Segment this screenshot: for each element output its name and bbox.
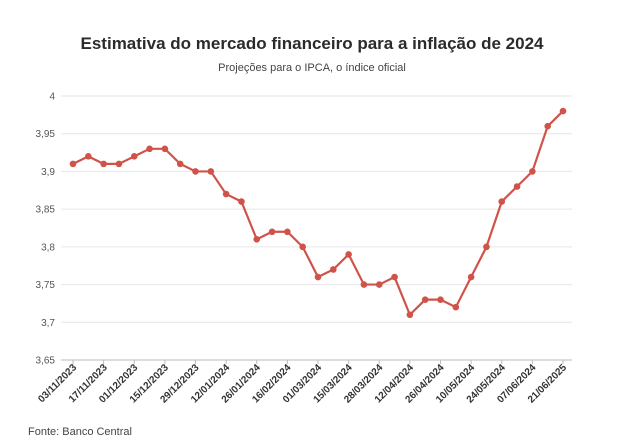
y-tick-label: 3,75	[36, 280, 56, 291]
data-point	[192, 168, 199, 175]
data-point	[391, 273, 398, 281]
data-point	[299, 243, 306, 251]
data-point	[69, 160, 77, 168]
grid-lines	[61, 95, 572, 361]
data-point	[330, 266, 337, 273]
data-point	[238, 198, 245, 205]
y-axis: 3,65 3,7 3,75 3,8 3,85 3,9 3,95 4	[36, 92, 56, 367]
source-note: Fonte: Banco Central	[28, 426, 132, 438]
data-point	[130, 153, 138, 160]
data-point	[559, 107, 567, 115]
data-point	[498, 198, 506, 205]
data-points	[69, 107, 567, 319]
data-point	[268, 228, 276, 236]
data-point	[345, 251, 352, 258]
data-point	[85, 153, 92, 160]
chart-subtitle: Projeções para o IPCA, o índice oficial	[218, 62, 406, 74]
data-point	[437, 296, 444, 303]
y-tick-label: 3,85	[36, 205, 56, 216]
y-tick-label: 4	[49, 92, 55, 103]
x-axis: 03/11/202317/11/202301/12/202315/12/2023…	[36, 360, 569, 406]
data-point	[360, 281, 368, 288]
data-point	[115, 160, 123, 168]
data-point	[406, 311, 414, 319]
data-point	[222, 190, 230, 198]
data-point	[100, 160, 107, 168]
y-tick-label: 3,8	[41, 242, 55, 253]
data-point	[314, 273, 322, 281]
y-tick-label: 3,9	[41, 167, 55, 178]
data-point	[529, 168, 536, 175]
data-point	[483, 243, 490, 251]
y-tick-label: 3,95	[36, 129, 56, 140]
data-point	[146, 145, 153, 153]
data-point	[421, 296, 429, 303]
data-point	[513, 183, 521, 190]
y-tick-label: 3,65	[36, 356, 56, 367]
data-point	[207, 168, 215, 175]
data-point	[176, 160, 184, 168]
data-point	[544, 122, 551, 130]
y-tick-label: 3,7	[41, 318, 55, 329]
data-point	[467, 273, 475, 281]
data-point	[452, 303, 460, 311]
data-point	[253, 236, 261, 243]
data-point	[375, 281, 383, 288]
data-point	[284, 228, 291, 236]
data-point	[161, 145, 169, 153]
chart-title: Estimativa do mercado financeiro para a …	[80, 34, 544, 53]
